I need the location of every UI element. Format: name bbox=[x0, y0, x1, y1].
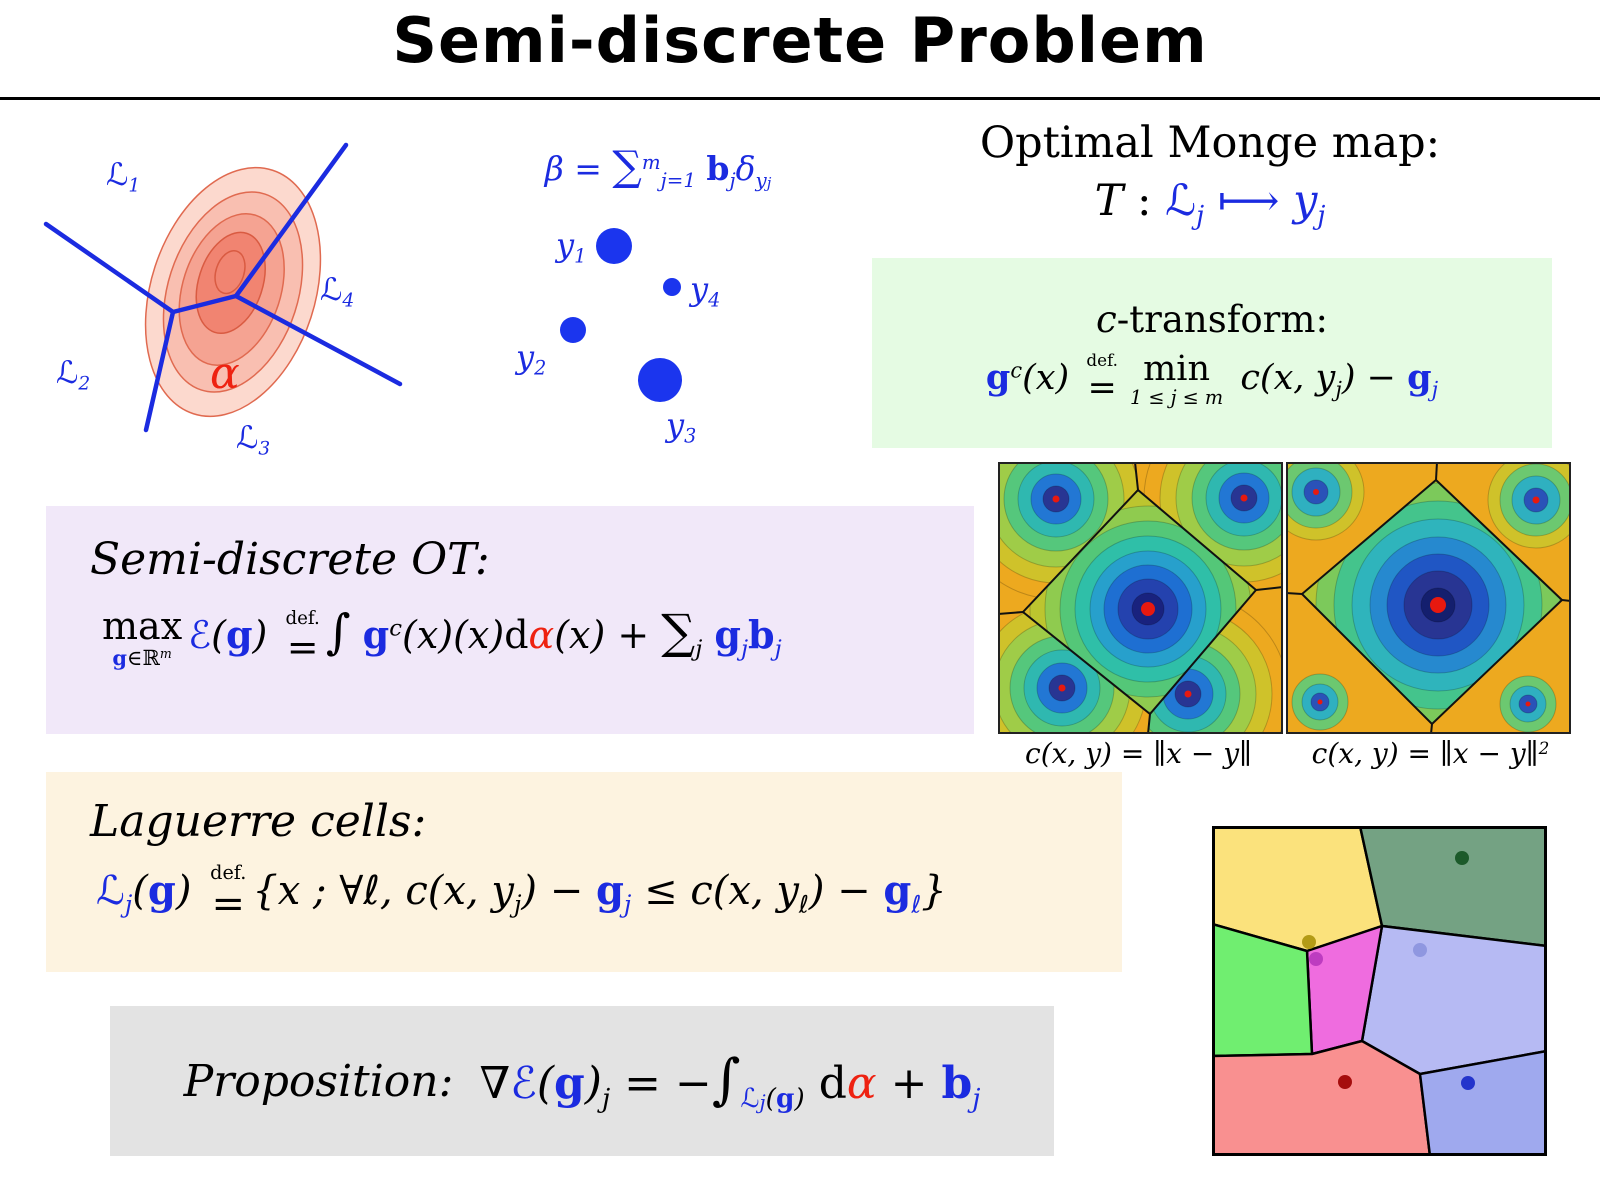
discrete-measure-figure: β = ∑mj=1 bjδyj y1 y4 y2 y3 bbox=[468, 132, 848, 462]
site-olive bbox=[1302, 935, 1316, 949]
monge-map-formula: T : ℒj ⟼ yj bbox=[1094, 176, 1326, 232]
site-magenta bbox=[1309, 952, 1323, 966]
cell-seagreen bbox=[1358, 826, 1547, 948]
point-y4 bbox=[663, 278, 681, 296]
laguerre-boundaries bbox=[998, 462, 1283, 734]
cell-label-L3: ℒ3 bbox=[236, 420, 271, 460]
heatmap-caption-l2: c(x, y) = ∥x − y∥2 bbox=[1311, 737, 1550, 770]
c-transform-formula: gc(x) def. = min 1 ≤ j ≤ m c(x, yj) − gj bbox=[985, 349, 1439, 409]
point-y1 bbox=[596, 228, 632, 264]
cell-label-L2: ℒ2 bbox=[56, 355, 91, 395]
density-voronoi-figure: ℒ1 ℒ4 ℒ2 ℒ3 α bbox=[28, 112, 438, 472]
cell-label-L4: ℒ4 bbox=[320, 272, 355, 312]
alpha-density-label: α bbox=[210, 348, 240, 399]
laguerre-diagram bbox=[1212, 826, 1547, 1156]
density-contours bbox=[144, 166, 322, 418]
site-darkred bbox=[1338, 1075, 1352, 1089]
title-divider bbox=[0, 97, 1600, 100]
point-y2 bbox=[560, 317, 586, 343]
density-voronoi-svg bbox=[43, 142, 403, 433]
c-transform-box: c-transform: gc(x) def. = min 1 ≤ j ≤ m c(x… bbox=[872, 258, 1552, 448]
point-label-y2: y2 bbox=[516, 338, 547, 380]
proposition-box: Proposition: ∇ℰ(g)j = −∫ℒj(g) dα + bj bbox=[110, 1006, 1054, 1156]
laguerre-formula: ℒj(g) def. = {x ; ∀ℓ, c(x, yj) − gj ≤ c(x,… bbox=[96, 861, 947, 928]
point-y3 bbox=[638, 358, 682, 402]
c-transform-heading: c-transform: bbox=[1096, 298, 1328, 342]
beta-formula: β = ∑mj=1 bjδyj bbox=[544, 142, 772, 193]
point-label-y4: y4 bbox=[690, 270, 721, 312]
proposition-heading: Proposition: bbox=[183, 1055, 454, 1107]
site-point bbox=[1430, 597, 1446, 613]
heatmap-caption-l1: c(x, y) = ∥x − y∥ bbox=[1025, 737, 1252, 770]
laguerre-heading: Laguerre cells: bbox=[90, 796, 427, 847]
semi-discrete-heading: Semi-discrete OT: bbox=[90, 534, 490, 585]
site-blue bbox=[1461, 1076, 1475, 1090]
site-darkgreen bbox=[1455, 851, 1469, 865]
heatmap-l1-cost bbox=[998, 462, 1283, 734]
cell-periwinkle bbox=[1360, 924, 1547, 1076]
point-label-y1: y1 bbox=[556, 226, 587, 268]
monge-heading: Optimal Monge map: bbox=[979, 118, 1441, 168]
site-point bbox=[1141, 602, 1155, 616]
semi-discrete-box: Semi-discrete OT: max g∈ℝm ℰ(g) def. = ∫ gc(… bbox=[46, 506, 974, 734]
point-label-y3: y3 bbox=[666, 406, 697, 448]
laguerre-cells-box: Laguerre cells: ℒj(g) def. = {x ; ∀ℓ, c(x,… bbox=[46, 772, 1122, 972]
voronoi-edges bbox=[43, 142, 403, 433]
cell-label-L1: ℒ1 bbox=[106, 157, 141, 197]
proposition-formula: ∇ℰ(g)j = −∫ℒj(g) dα + bj bbox=[479, 1047, 981, 1115]
site-lavender bbox=[1413, 943, 1427, 957]
semi-discrete-formula: max g∈ℝm ℰ(g) def. = ∫ gc(x)(x)dα(x) + ∑j gj… bbox=[102, 604, 782, 670]
heatmap-l2-cost bbox=[1286, 462, 1571, 734]
monge-map-block: Optimal Monge map: T : ℒj ⟼ yj bbox=[900, 118, 1520, 231]
slide-title: Semi-discrete Problem bbox=[392, 4, 1208, 77]
cell-blue bbox=[1418, 1049, 1547, 1156]
